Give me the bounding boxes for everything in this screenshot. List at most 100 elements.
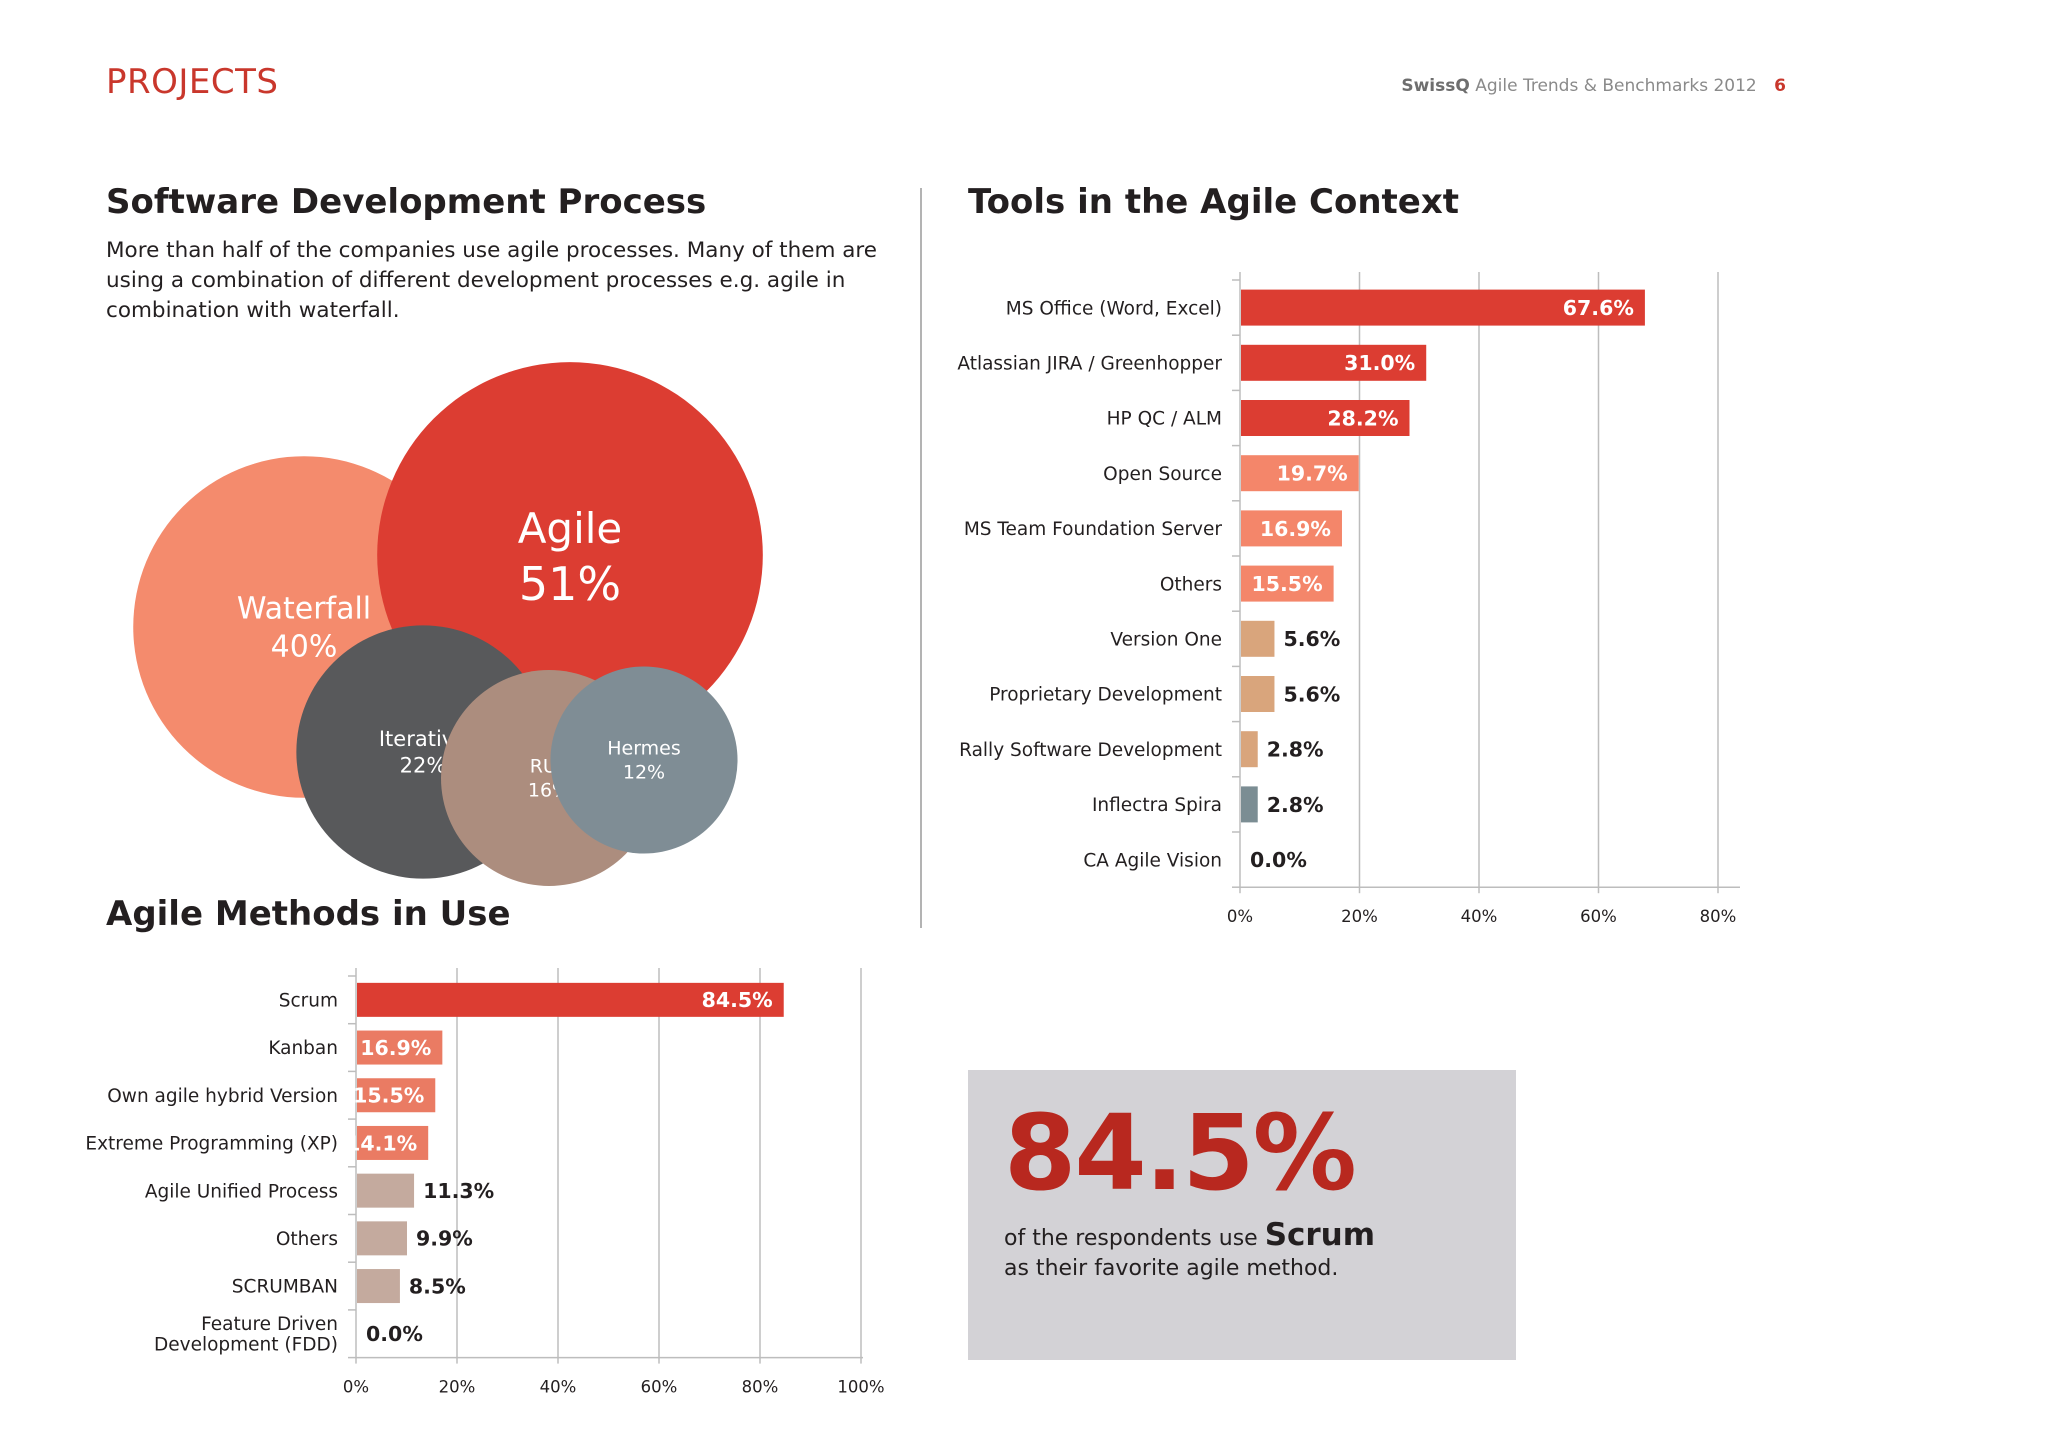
value-label: 15.5% xyxy=(353,1084,424,1108)
value-label: 8.5% xyxy=(409,1274,466,1298)
bubble-agile-value: 51% xyxy=(519,557,621,611)
category-label: Atlassian JIRA / Greenhopper xyxy=(957,353,1222,374)
running-header: SwissQ Agile Trends & Benchmarks 2012 6 xyxy=(1300,76,1786,96)
x-tick-label: 20% xyxy=(439,1378,476,1397)
bar-proprietary-development xyxy=(1241,676,1275,712)
bar-others xyxy=(1241,565,1334,602)
value-label: 67.6% xyxy=(1563,296,1634,320)
value-label: 5.6% xyxy=(1283,627,1340,651)
value-label: 0.0% xyxy=(1250,848,1307,872)
category-label: Agile Unified Process xyxy=(145,1181,338,1202)
x-tick-label: 60% xyxy=(641,1378,678,1397)
bar-row-ms-team-foundation-server: MS Team Foundation Server 16.9% xyxy=(964,510,1342,547)
sdp-section-title: Software Development Process xyxy=(106,182,707,222)
callout-text-after: as their favorite agile method. xyxy=(1004,1256,1339,1281)
tools-section-title: Tools in the Agile Context xyxy=(968,182,1460,222)
bar-row-agile-unified-process: Agile Unified Process 11.3% xyxy=(145,1173,494,1208)
value-label: 16.9% xyxy=(1260,517,1331,541)
value-label: 2.8% xyxy=(1267,793,1324,817)
x-tick-label: 80% xyxy=(742,1378,779,1397)
scrum-callout: 84.5% of the respondents use Scrum as th… xyxy=(968,1070,1516,1360)
bubble-waterfall-name: Waterfall xyxy=(237,592,371,627)
bar-row-scrumban: SCRUMBAN 8.5% xyxy=(232,1269,466,1304)
category-label: Open Source xyxy=(1103,464,1222,485)
bar-row-inflectra-spira: Inflectra Spira 2.8% xyxy=(1092,786,1324,823)
bar-row-ms-office-word-excel: MS Office (Word, Excel) 67.6% xyxy=(1006,289,1645,326)
brand-name: SwissQ xyxy=(1401,76,1470,96)
x-tick-label: 80% xyxy=(1700,907,1737,926)
category-label: Development (FDD) xyxy=(154,1335,338,1356)
value-label: 11.3% xyxy=(423,1179,494,1203)
bar-row-version-one: Version One 5.6% xyxy=(1110,620,1340,657)
bubble-hermes-circle xyxy=(550,666,738,854)
page-number: 6 xyxy=(1774,76,1786,96)
bar-open-source xyxy=(1241,455,1359,492)
category-label: MS Team Foundation Server xyxy=(964,519,1223,540)
bar-atlassian-jira-greenhopper xyxy=(1241,344,1427,381)
category-label: Inflectra Spira xyxy=(1092,795,1222,816)
methods-bar-chart: 0% 20% 40% 60% 80% 100% Scrum 84.5% Kanban 16.9% O… xyxy=(85,968,885,1397)
value-label: 31.0% xyxy=(1344,351,1415,375)
x-tick-label: 40% xyxy=(1461,907,1498,926)
value-label: 14.1% xyxy=(346,1131,417,1155)
bar-row-others: Others 15.5% xyxy=(1160,565,1334,602)
callout-text: of the respondents use Scrum as their fa… xyxy=(1004,1220,1484,1284)
bubble-hermes-value: 12% xyxy=(623,762,665,784)
category-label: MS Office (Word, Excel) xyxy=(1006,298,1222,319)
x-tick-label: 20% xyxy=(1341,907,1378,926)
category-label: SCRUMBAN xyxy=(232,1277,338,1298)
bar-rally-software-development xyxy=(1241,731,1258,768)
category-label: Others xyxy=(276,1229,338,1250)
page-title: PROJECTS xyxy=(106,62,279,102)
bar-ms-office-word-excel xyxy=(1241,289,1645,326)
value-label: 0.0% xyxy=(366,1322,423,1346)
bar-ms-team-foundation-server xyxy=(1241,510,1342,547)
category-label: Extreme Programming (XP) xyxy=(85,1134,338,1155)
sdp-description: More than half of the companies use agil… xyxy=(106,238,878,323)
bar-others xyxy=(357,1221,407,1256)
bar-own-agile-hybrid-version xyxy=(357,1078,436,1113)
value-label: 16.9% xyxy=(360,1036,431,1060)
category-label: Rally Software Development xyxy=(959,740,1222,761)
bar-extreme-programming-xp xyxy=(357,1125,429,1160)
bar-kanban xyxy=(357,1030,443,1065)
bar-row-ca-agile-vision: CA Agile Vision 0.0% xyxy=(1083,848,1306,872)
x-tick-label: 40% xyxy=(540,1378,577,1397)
bar-hp-qc-alm xyxy=(1241,400,1410,436)
column-divider xyxy=(920,188,922,928)
value-label: 84.5% xyxy=(702,988,773,1012)
category-label: Version One xyxy=(1110,629,1222,650)
category-label: Proprietary Development xyxy=(989,685,1222,706)
bar-row-scrum: Scrum 84.5% xyxy=(279,982,784,1017)
x-tick-label: 60% xyxy=(1580,907,1617,926)
value-label: 28.2% xyxy=(1327,406,1398,430)
callout-keyword: Scrum xyxy=(1264,1217,1376,1253)
bar-row-rally-software-development: Rally Software Development 2.8% xyxy=(959,731,1324,768)
value-label: 9.9% xyxy=(416,1227,473,1251)
bubble-waterfall-value: 40% xyxy=(271,629,338,664)
bar-row-others: Others 9.9% xyxy=(276,1221,473,1256)
bar-version-one xyxy=(1241,620,1275,657)
category-label: Kanban xyxy=(268,1038,338,1059)
category-label: Own agile hybrid Version xyxy=(107,1086,338,1107)
bar-row-extreme-programming-xp: Extreme Programming (XP) 14.1% xyxy=(85,1125,429,1160)
bar-row-kanban: Kanban 16.9% xyxy=(268,1030,443,1065)
bubble-hermes-name: Hermes xyxy=(607,738,681,760)
bar-row-atlassian-jira-greenhopper: Atlassian JIRA / Greenhopper 31.0% xyxy=(957,344,1427,381)
category-label: Scrum xyxy=(279,991,338,1012)
bar-agile-unified-process xyxy=(357,1173,415,1208)
x-tick-label: 0% xyxy=(1227,907,1253,926)
category-label: Feature Driven xyxy=(201,1314,338,1335)
methods-section-title: Agile Methods in Use xyxy=(106,894,511,934)
callout-text-before: of the respondents use xyxy=(1004,1226,1258,1251)
bar-row-own-agile-hybrid-version: Own agile hybrid Version 15.5% xyxy=(107,1078,436,1113)
x-tick-label: 0% xyxy=(343,1378,369,1397)
value-label: 5.6% xyxy=(1283,682,1340,706)
bubble-agile-name: Agile xyxy=(518,504,623,553)
value-label: 19.7% xyxy=(1277,462,1348,486)
bar-scrumban xyxy=(357,1269,400,1304)
grid-lines xyxy=(456,968,862,1358)
